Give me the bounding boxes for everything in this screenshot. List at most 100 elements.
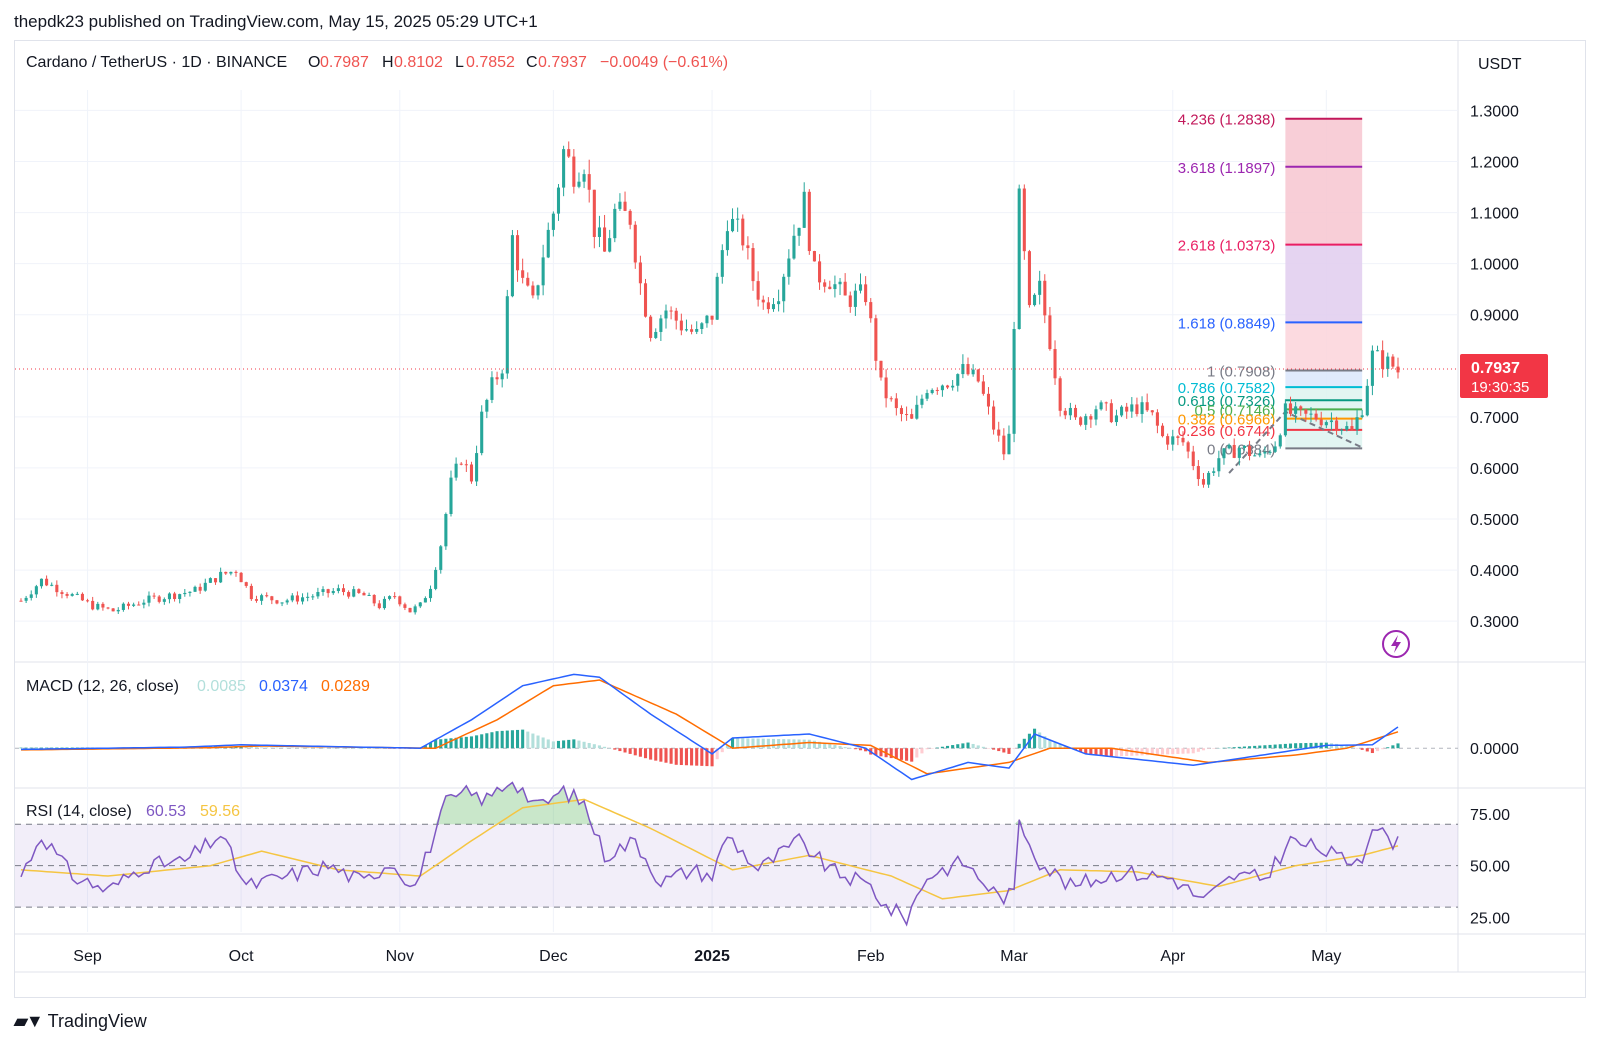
candle[interactable] — [295, 591, 299, 605]
candle[interactable] — [603, 214, 607, 252]
candle[interactable] — [203, 578, 207, 592]
candle[interactable] — [495, 371, 499, 385]
candle[interactable] — [976, 368, 980, 383]
candle[interactable] — [254, 595, 259, 603]
candle[interactable] — [249, 583, 253, 601]
candle[interactable] — [372, 594, 376, 607]
candle[interactable] — [679, 313, 683, 336]
candle[interactable] — [971, 364, 975, 377]
candle[interactable] — [234, 570, 238, 577]
candle[interactable] — [167, 592, 171, 604]
candle[interactable] — [449, 470, 453, 517]
candle[interactable] — [213, 578, 218, 585]
candle[interactable] — [1350, 417, 1354, 431]
candle[interactable] — [152, 592, 156, 599]
candle[interactable] — [828, 280, 832, 290]
candle[interactable] — [1191, 445, 1195, 471]
candle[interactable] — [997, 421, 1001, 442]
candle[interactable] — [362, 591, 366, 596]
candle[interactable] — [1109, 399, 1113, 424]
candle[interactable] — [756, 271, 760, 307]
candle[interactable] — [1314, 408, 1318, 422]
candle[interactable] — [730, 208, 735, 233]
candle[interactable] — [858, 273, 863, 294]
candle[interactable] — [1324, 420, 1328, 429]
candle[interactable] — [480, 405, 484, 456]
candle[interactable] — [1033, 293, 1037, 307]
candle[interactable] — [746, 236, 750, 260]
candle[interactable] — [1278, 433, 1282, 449]
candle[interactable] — [1181, 431, 1185, 446]
candle[interactable] — [1381, 340, 1385, 378]
candle[interactable] — [80, 592, 84, 601]
candle[interactable] — [1340, 428, 1344, 435]
candle[interactable] — [833, 275, 837, 298]
candle[interactable] — [874, 314, 878, 371]
candle[interactable] — [1063, 407, 1067, 420]
candle[interactable] — [1058, 376, 1062, 417]
candle[interactable] — [930, 388, 934, 395]
candle[interactable] — [24, 595, 28, 603]
candle[interactable] — [710, 315, 714, 325]
candle[interactable] — [1273, 441, 1277, 453]
candle[interactable] — [1150, 410, 1154, 416]
candle[interactable] — [720, 244, 724, 284]
candle[interactable] — [1007, 425, 1011, 455]
candle[interactable] — [715, 272, 719, 321]
candle[interactable] — [613, 203, 617, 243]
candle[interactable] — [690, 324, 694, 335]
candle[interactable] — [531, 281, 535, 299]
candle[interactable] — [725, 220, 729, 256]
candle[interactable] — [111, 608, 115, 612]
candle[interactable] — [649, 314, 653, 342]
candle[interactable] — [1155, 409, 1159, 434]
candle[interactable] — [1253, 453, 1257, 457]
candle[interactable] — [1258, 449, 1262, 458]
candle[interactable] — [116, 607, 120, 614]
candle[interactable] — [1335, 416, 1339, 436]
candle[interactable] — [940, 384, 944, 397]
candle[interactable] — [50, 582, 54, 587]
candle[interactable] — [239, 571, 243, 583]
candle[interactable] — [981, 375, 985, 396]
candle[interactable] — [787, 249, 791, 285]
candle[interactable] — [1186, 440, 1190, 459]
macd-pane[interactable]: 0.0000 — [15, 673, 1519, 781]
candle[interactable] — [1012, 321, 1016, 443]
candle[interactable] — [224, 571, 228, 575]
candle[interactable] — [587, 159, 591, 203]
candle[interactable] — [306, 592, 310, 602]
candle[interactable] — [945, 384, 950, 390]
candle[interactable] — [843, 273, 847, 296]
candle[interactable] — [352, 586, 356, 598]
candle[interactable] — [75, 591, 79, 596]
chart-frame[interactable] — [14, 40, 1586, 998]
candle[interactable] — [459, 462, 463, 466]
currency-label[interactable]: USDT — [1478, 56, 1522, 73]
candle[interactable] — [761, 295, 765, 310]
candle[interactable] — [951, 380, 955, 391]
candle[interactable] — [34, 584, 38, 598]
candle[interactable] — [347, 590, 351, 599]
candle[interactable] — [1125, 402, 1129, 419]
candle[interactable] — [1038, 270, 1042, 305]
candle[interactable] — [782, 273, 786, 313]
candle[interactable] — [638, 255, 642, 295]
candle[interactable] — [183, 588, 187, 597]
candle[interactable] — [521, 258, 525, 284]
candle[interactable] — [562, 145, 566, 197]
candle[interactable] — [86, 598, 90, 603]
candle[interactable] — [428, 585, 433, 602]
candle[interactable] — [654, 328, 658, 340]
candle[interactable] — [403, 602, 407, 611]
candle[interactable] — [771, 298, 776, 312]
candle[interactable] — [1079, 416, 1083, 427]
candle[interactable] — [1396, 357, 1400, 379]
candle[interactable] — [70, 592, 74, 597]
candle[interactable] — [311, 594, 315, 600]
candle[interactable] — [178, 593, 182, 604]
candle[interactable] — [935, 387, 939, 395]
candle[interactable] — [357, 588, 361, 594]
candle[interactable] — [485, 398, 489, 419]
candle[interactable] — [1263, 446, 1267, 458]
